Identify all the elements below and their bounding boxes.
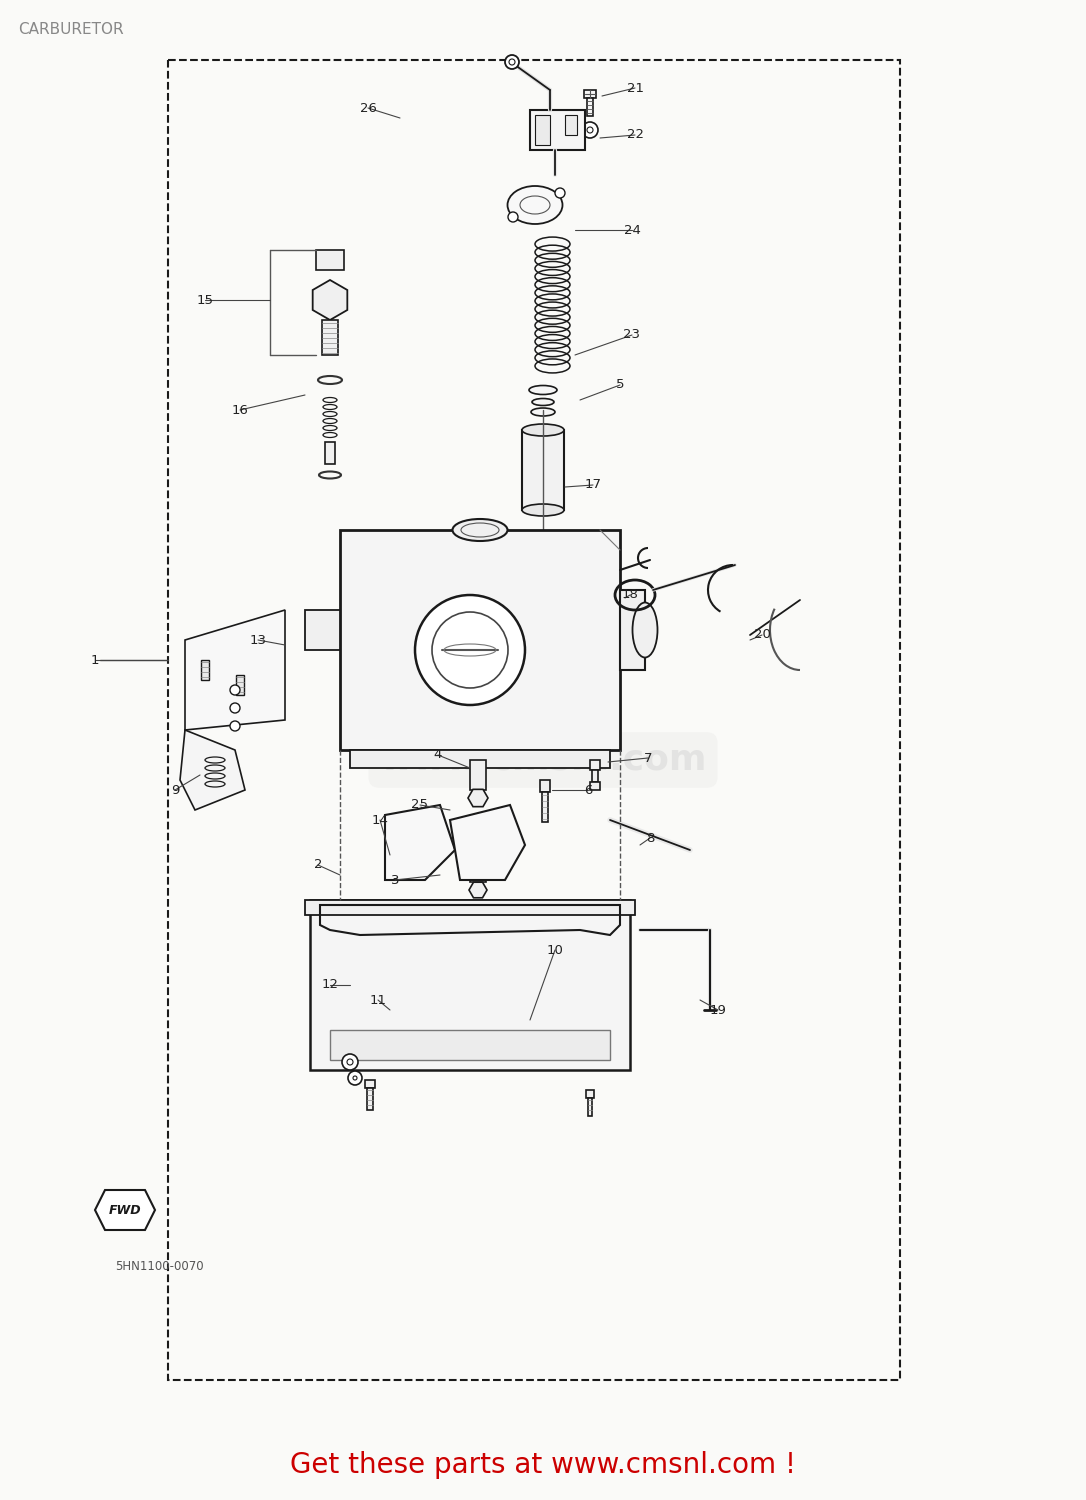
Bar [620, 590, 645, 670]
Bar [236, 675, 244, 694]
Bar [323, 320, 338, 356]
Text: FWD: FWD [109, 1203, 141, 1216]
Bar [584, 90, 596, 98]
Text: www.cmsnl.com: www.cmsnl.com [379, 742, 707, 777]
Polygon shape [469, 882, 487, 898]
Ellipse shape [460, 524, 498, 537]
Text: 15: 15 [197, 294, 214, 306]
Ellipse shape [632, 603, 657, 657]
Text: 26: 26 [359, 102, 377, 114]
Text: 6: 6 [584, 783, 592, 796]
Ellipse shape [522, 424, 564, 436]
Bar [586, 1090, 594, 1098]
Bar [201, 660, 209, 680]
Ellipse shape [507, 186, 563, 224]
Circle shape [508, 211, 518, 222]
Bar [588, 1098, 592, 1116]
Ellipse shape [522, 504, 564, 516]
Circle shape [588, 128, 593, 134]
Text: 3: 3 [391, 873, 400, 886]
Text: 14: 14 [371, 813, 389, 826]
Bar [325, 442, 334, 464]
Polygon shape [185, 610, 285, 730]
Text: CARBURETOR: CARBURETOR [18, 22, 124, 38]
Text: 5HN1100-0070: 5HN1100-0070 [115, 1260, 204, 1274]
Text: 19: 19 [709, 1004, 727, 1017]
Text: 11: 11 [369, 993, 387, 1006]
Circle shape [432, 612, 508, 689]
Text: 10: 10 [546, 944, 564, 957]
Text: 4: 4 [433, 748, 442, 762]
Bar [305, 610, 340, 650]
Circle shape [230, 704, 240, 712]
Bar [535, 116, 550, 146]
Circle shape [230, 686, 240, 694]
Bar [350, 750, 610, 768]
Circle shape [415, 596, 525, 705]
Text: 2: 2 [314, 858, 323, 871]
Circle shape [555, 188, 565, 198]
Bar [470, 870, 487, 882]
Polygon shape [450, 806, 525, 880]
Bar [367, 1088, 372, 1110]
Circle shape [230, 722, 240, 730]
Circle shape [505, 56, 519, 69]
Text: 21: 21 [627, 81, 644, 94]
Circle shape [582, 122, 598, 138]
Circle shape [509, 58, 515, 64]
Ellipse shape [453, 519, 507, 542]
Bar [316, 251, 344, 270]
Text: 24: 24 [623, 224, 641, 237]
Ellipse shape [529, 386, 557, 394]
Text: 20: 20 [754, 628, 770, 642]
Text: 1: 1 [91, 654, 99, 666]
Ellipse shape [520, 196, 550, 214]
Bar [310, 900, 630, 1070]
Text: 12: 12 [321, 978, 339, 992]
Bar [542, 792, 548, 822]
Circle shape [348, 1071, 362, 1084]
Bar [592, 770, 598, 782]
Bar [530, 110, 585, 150]
Text: 25: 25 [412, 798, 429, 812]
Bar [330, 1030, 610, 1060]
Text: 7: 7 [644, 752, 653, 765]
Circle shape [353, 1076, 357, 1080]
Bar [588, 98, 593, 116]
Polygon shape [468, 789, 488, 807]
Text: 18: 18 [621, 588, 639, 602]
Bar [168, 60, 900, 1380]
Text: 9: 9 [171, 783, 179, 796]
Bar [590, 760, 599, 770]
Bar [473, 815, 483, 866]
Bar [540, 780, 550, 792]
Polygon shape [94, 1190, 155, 1230]
Bar [340, 530, 620, 750]
Circle shape [348, 1059, 353, 1065]
Ellipse shape [532, 399, 554, 405]
Text: 16: 16 [231, 404, 249, 417]
Text: 17: 17 [584, 478, 602, 492]
Polygon shape [386, 806, 455, 880]
Bar [305, 900, 635, 915]
Bar [565, 116, 577, 135]
Bar [470, 760, 487, 790]
Polygon shape [313, 280, 348, 320]
Bar [522, 430, 564, 510]
Bar [590, 782, 599, 790]
Text: 5: 5 [616, 378, 624, 392]
Text: 13: 13 [250, 633, 266, 646]
Text: 22: 22 [627, 129, 644, 141]
Text: 8: 8 [646, 831, 654, 844]
Circle shape [342, 1054, 358, 1070]
Text: Get these parts at www.cmsnl.com !: Get these parts at www.cmsnl.com ! [290, 1450, 796, 1479]
Text: 23: 23 [623, 328, 641, 342]
Polygon shape [180, 730, 245, 810]
Bar [365, 1080, 375, 1088]
Ellipse shape [531, 408, 555, 416]
